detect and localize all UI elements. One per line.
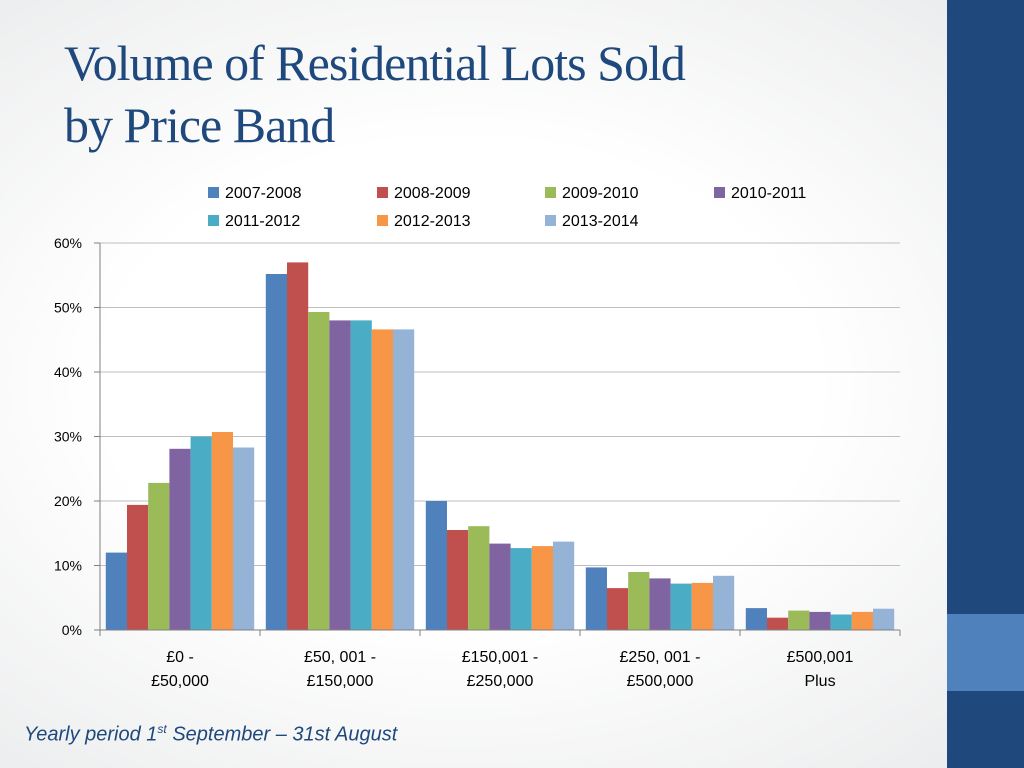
footnote-text-start: Yearly period 1 — [24, 723, 158, 746]
bar — [105, 552, 127, 630]
y-tick-label: 30% — [54, 429, 82, 445]
legend-label: 2012-2013 — [394, 213, 471, 230]
bar — [127, 504, 149, 630]
bar — [393, 329, 415, 630]
legend-swatch — [545, 215, 556, 226]
legend-swatch — [208, 187, 219, 198]
legend-swatch — [377, 215, 388, 226]
bar — [265, 274, 287, 630]
bar — [670, 583, 692, 630]
bar — [447, 530, 469, 630]
legend-label: 2008-2009 — [394, 185, 471, 202]
bar — [809, 611, 831, 630]
x-category-label: £500,000 — [627, 673, 694, 690]
y-tick-label: 50% — [54, 300, 82, 316]
bar — [851, 611, 873, 630]
x-category-label: £0 - — [166, 649, 194, 666]
bar — [607, 588, 629, 630]
bar — [350, 320, 372, 630]
bar — [788, 610, 810, 630]
legend-label: 2011-2012 — [225, 213, 300, 230]
bar — [713, 575, 735, 630]
bar — [510, 548, 532, 630]
bar — [873, 608, 895, 630]
bar — [628, 572, 650, 630]
bar — [329, 320, 351, 630]
bar — [745, 608, 767, 630]
slide-title-line-2: by Price Band — [64, 97, 335, 153]
y-tick-label: 60% — [54, 235, 82, 251]
slide-title: Volume of Residential Lots Sold by Price… — [64, 32, 924, 156]
bar — [371, 329, 393, 630]
legend-label: 2010-2011 — [731, 185, 806, 202]
bar — [287, 262, 309, 630]
bar — [190, 436, 212, 630]
sidebar-accent-block — [947, 614, 1024, 691]
y-tick-label: 20% — [54, 493, 82, 509]
bar — [425, 501, 447, 630]
y-tick-label: 40% — [54, 364, 82, 380]
legend-swatch — [208, 215, 219, 226]
y-tick-label: 0% — [62, 622, 82, 638]
bar-chart: 0% 10% 20% 30% 40% 50% 60% £0 - £50,000 £50, 001 … — [54, 185, 901, 690]
x-category-label: £50, 001 - — [304, 649, 376, 666]
legend-label: 2009-2010 — [562, 185, 639, 202]
slide-title-line-1: Volume of Residential Lots Sold — [64, 35, 686, 91]
bar — [830, 614, 852, 630]
bar — [211, 432, 233, 630]
bar — [553, 541, 575, 630]
x-category-label: £250,000 — [467, 673, 534, 690]
footnote: Yearly period 1st September – 31st Augus… — [24, 722, 397, 747]
bar — [468, 526, 490, 630]
legend-label: 2013-2014 — [562, 213, 639, 230]
footnote-superscript: st — [157, 722, 167, 736]
legend-swatch — [714, 187, 725, 198]
bar — [531, 546, 553, 630]
bar — [148, 482, 170, 630]
bar — [649, 578, 671, 630]
bar — [169, 448, 191, 630]
bar — [489, 543, 511, 630]
legend-label: 2007-2008 — [225, 185, 302, 202]
x-category-label: £150,001 - — [462, 649, 539, 666]
x-category-label: £250, 001 - — [620, 649, 701, 666]
bar — [767, 617, 789, 630]
x-category-label: £500,001 — [787, 649, 854, 666]
bar — [585, 567, 607, 630]
x-category-label: Plus — [804, 673, 835, 690]
bar — [308, 312, 330, 630]
legend-swatch — [377, 187, 388, 198]
bar — [233, 447, 255, 630]
footnote-text-end: September – 31st August — [166, 723, 398, 746]
y-tick-label: 10% — [54, 558, 82, 574]
legend-swatch — [545, 187, 556, 198]
bar — [691, 582, 713, 630]
x-category-label: £150,000 — [307, 673, 374, 690]
x-category-label: £50,000 — [151, 673, 209, 690]
